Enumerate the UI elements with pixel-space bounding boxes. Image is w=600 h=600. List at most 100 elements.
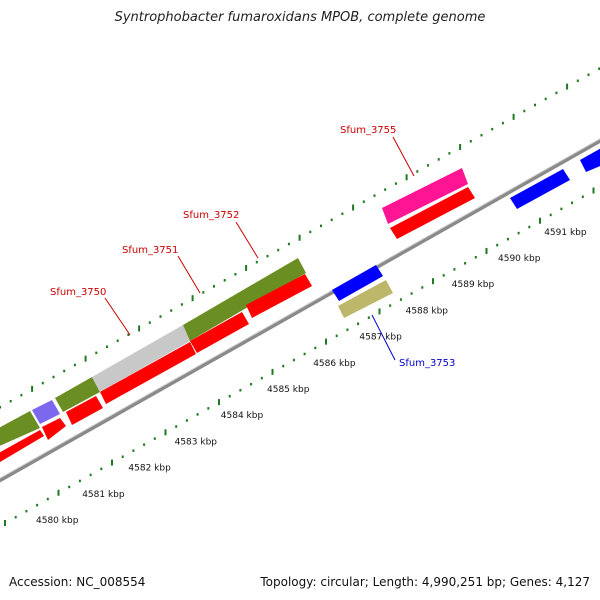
outer-ruler-major-tick [245, 264, 248, 271]
outer-ruler-minor-tick [362, 200, 365, 203]
inner-ruler-minor-tick [14, 515, 17, 519]
inner-ruler-minor-tick [143, 443, 146, 446]
inner-ruler-minor-tick [528, 225, 531, 229]
tick-label: 4590 kbp [498, 254, 541, 264]
inner-ruler-minor-tick [292, 358, 295, 362]
feature-olive-1[interactable] [0, 411, 40, 448]
feature-red-5[interactable] [190, 312, 249, 353]
outer-ruler-minor-tick [9, 399, 12, 403]
feature-red-6[interactable] [246, 274, 312, 318]
inner-ruler-minor-tick [581, 195, 584, 199]
inner-ruler-minor-tick [464, 262, 467, 265]
gene-label-sfum-3752[interactable]: Sfum_3752 [183, 210, 239, 221]
tick-label: 4586 kbp [313, 359, 356, 369]
outer-ruler-minor-tick [73, 363, 76, 367]
inner-ruler-minor-tick [239, 388, 242, 392]
feature-red-1[interactable] [0, 430, 44, 465]
outer-ruler-minor-tick [277, 248, 280, 252]
feature-red-3[interactable] [66, 396, 103, 425]
inner-ruler-minor-tick [357, 322, 360, 325]
outer-ruler-minor-tick [106, 345, 108, 349]
tick-label: 4582 kbp [128, 464, 171, 474]
feature-red-7[interactable] [390, 187, 475, 239]
tick-label: 4589 kbp [452, 280, 495, 290]
feature-blue-1[interactable] [332, 265, 383, 301]
inner-ruler-major-tick [539, 217, 541, 224]
inner-ruler-minor-tick [421, 286, 424, 289]
inner-ruler-major-tick [111, 459, 113, 466]
inner-ruler-minor-tick [399, 298, 402, 301]
tick-label: 4587 kbp [359, 333, 402, 343]
feature-gray[interactable] [92, 325, 190, 392]
inner-ruler-minor-tick [571, 201, 574, 205]
outer-ruler-minor-tick [309, 230, 312, 234]
outer-ruler-major-tick [459, 144, 462, 151]
inner-ruler-major-tick [57, 489, 60, 496]
gene-label-sfum-3755[interactable]: Sfum_3755 [340, 125, 396, 136]
inner-ruler-major-tick [4, 520, 6, 526]
feature-red-2[interactable] [42, 418, 66, 440]
inner-ruler-minor-tick [36, 503, 39, 507]
feature-pink[interactable] [382, 168, 468, 224]
inner-ruler-minor-tick [314, 346, 317, 350]
inner-ruler-minor-tick [132, 449, 135, 452]
outer-ruler-minor-tick [437, 158, 440, 161]
feature-olive-3[interactable] [183, 258, 306, 341]
outer-ruler-minor-tick [127, 333, 130, 336]
outer-ruler-minor-tick [501, 121, 504, 125]
inner-ruler-minor-tick [68, 485, 71, 489]
inner-ruler-minor-tick [100, 467, 103, 471]
inner-ruler-minor-tick [367, 316, 370, 319]
inner-ruler-minor-tick [506, 237, 509, 241]
gene-label-sfum-3750[interactable]: Sfum_3750 [50, 287, 106, 298]
outer-ruler-major-tick [84, 355, 87, 362]
inner-ruler-minor-tick [121, 455, 124, 458]
inner-ruler-minor-tick [228, 395, 231, 398]
tick-label: 4581 kbp [82, 490, 125, 500]
outer-ruler-minor-tick [95, 351, 98, 355]
outer-ruler-minor-tick [0, 406, 1, 409]
outer-ruler-minor-tick [234, 272, 237, 276]
outer-ruler-minor-tick [555, 91, 558, 95]
outer-ruler-minor-tick [469, 139, 472, 143]
outer-ruler-minor-tick [320, 224, 322, 228]
outer-ruler-major-tick [405, 174, 408, 181]
outer-ruler-major-tick [566, 83, 569, 90]
feature-red-4[interactable] [100, 342, 196, 404]
gene-label-sfum-3751[interactable]: Sfum_3751 [122, 245, 178, 256]
inner-ruler-minor-tick [282, 364, 285, 368]
inner-ruler-minor-tick [517, 231, 520, 235]
inner-ruler-minor-tick [346, 328, 349, 332]
outer-ruler-minor-tick [384, 188, 387, 191]
feature-blue-2[interactable] [510, 169, 570, 209]
inner-ruler-minor-tick [78, 479, 81, 483]
inner-ruler-minor-tick [46, 497, 49, 501]
outer-ruler-minor-tick [523, 109, 526, 113]
gene-label-sfum-3753[interactable]: Sfum_3753 [399, 358, 455, 369]
map-title: Syntrophobacter fumaroxidans MPOB, compl… [114, 10, 486, 25]
outer-ruler-minor-tick [148, 321, 151, 324]
outer-ruler-minor-tick [491, 127, 494, 131]
leader-sfum-3753 [371, 314, 396, 361]
outer-ruler-major-tick [138, 325, 141, 332]
feature-olive-2[interactable] [55, 377, 100, 412]
tick-label: 4585 kbp [267, 385, 310, 395]
outer-ruler-minor-tick [587, 73, 590, 76]
inner-ruler-minor-tick [410, 292, 413, 295]
outer-ruler-major-tick [298, 234, 301, 241]
tick-label: 4584 kbp [221, 411, 264, 421]
inner-ruler-minor-tick [25, 509, 28, 513]
genome-backbone [0, 138, 600, 483]
inner-ruler-major-tick [271, 368, 274, 375]
feature-khaki[interactable] [338, 280, 393, 318]
feature-purple[interactable] [32, 400, 60, 424]
feature-blue-3[interactable] [580, 146, 600, 172]
outer-ruler-minor-tick [180, 303, 183, 306]
tick-labels: 4580 kbp 4581 kbp 4582 kbp 4583 kbp 4584 kbp… [36, 228, 587, 526]
genome-summary-text: Topology: circular; Length: 4,990,251 bp… [260, 575, 590, 589]
outer-ruler-minor-tick [330, 218, 333, 222]
inner-ruler-minor-tick [153, 437, 156, 440]
inner-ruler-minor-tick [89, 473, 92, 477]
inner-ruler-minor-tick [260, 376, 263, 380]
